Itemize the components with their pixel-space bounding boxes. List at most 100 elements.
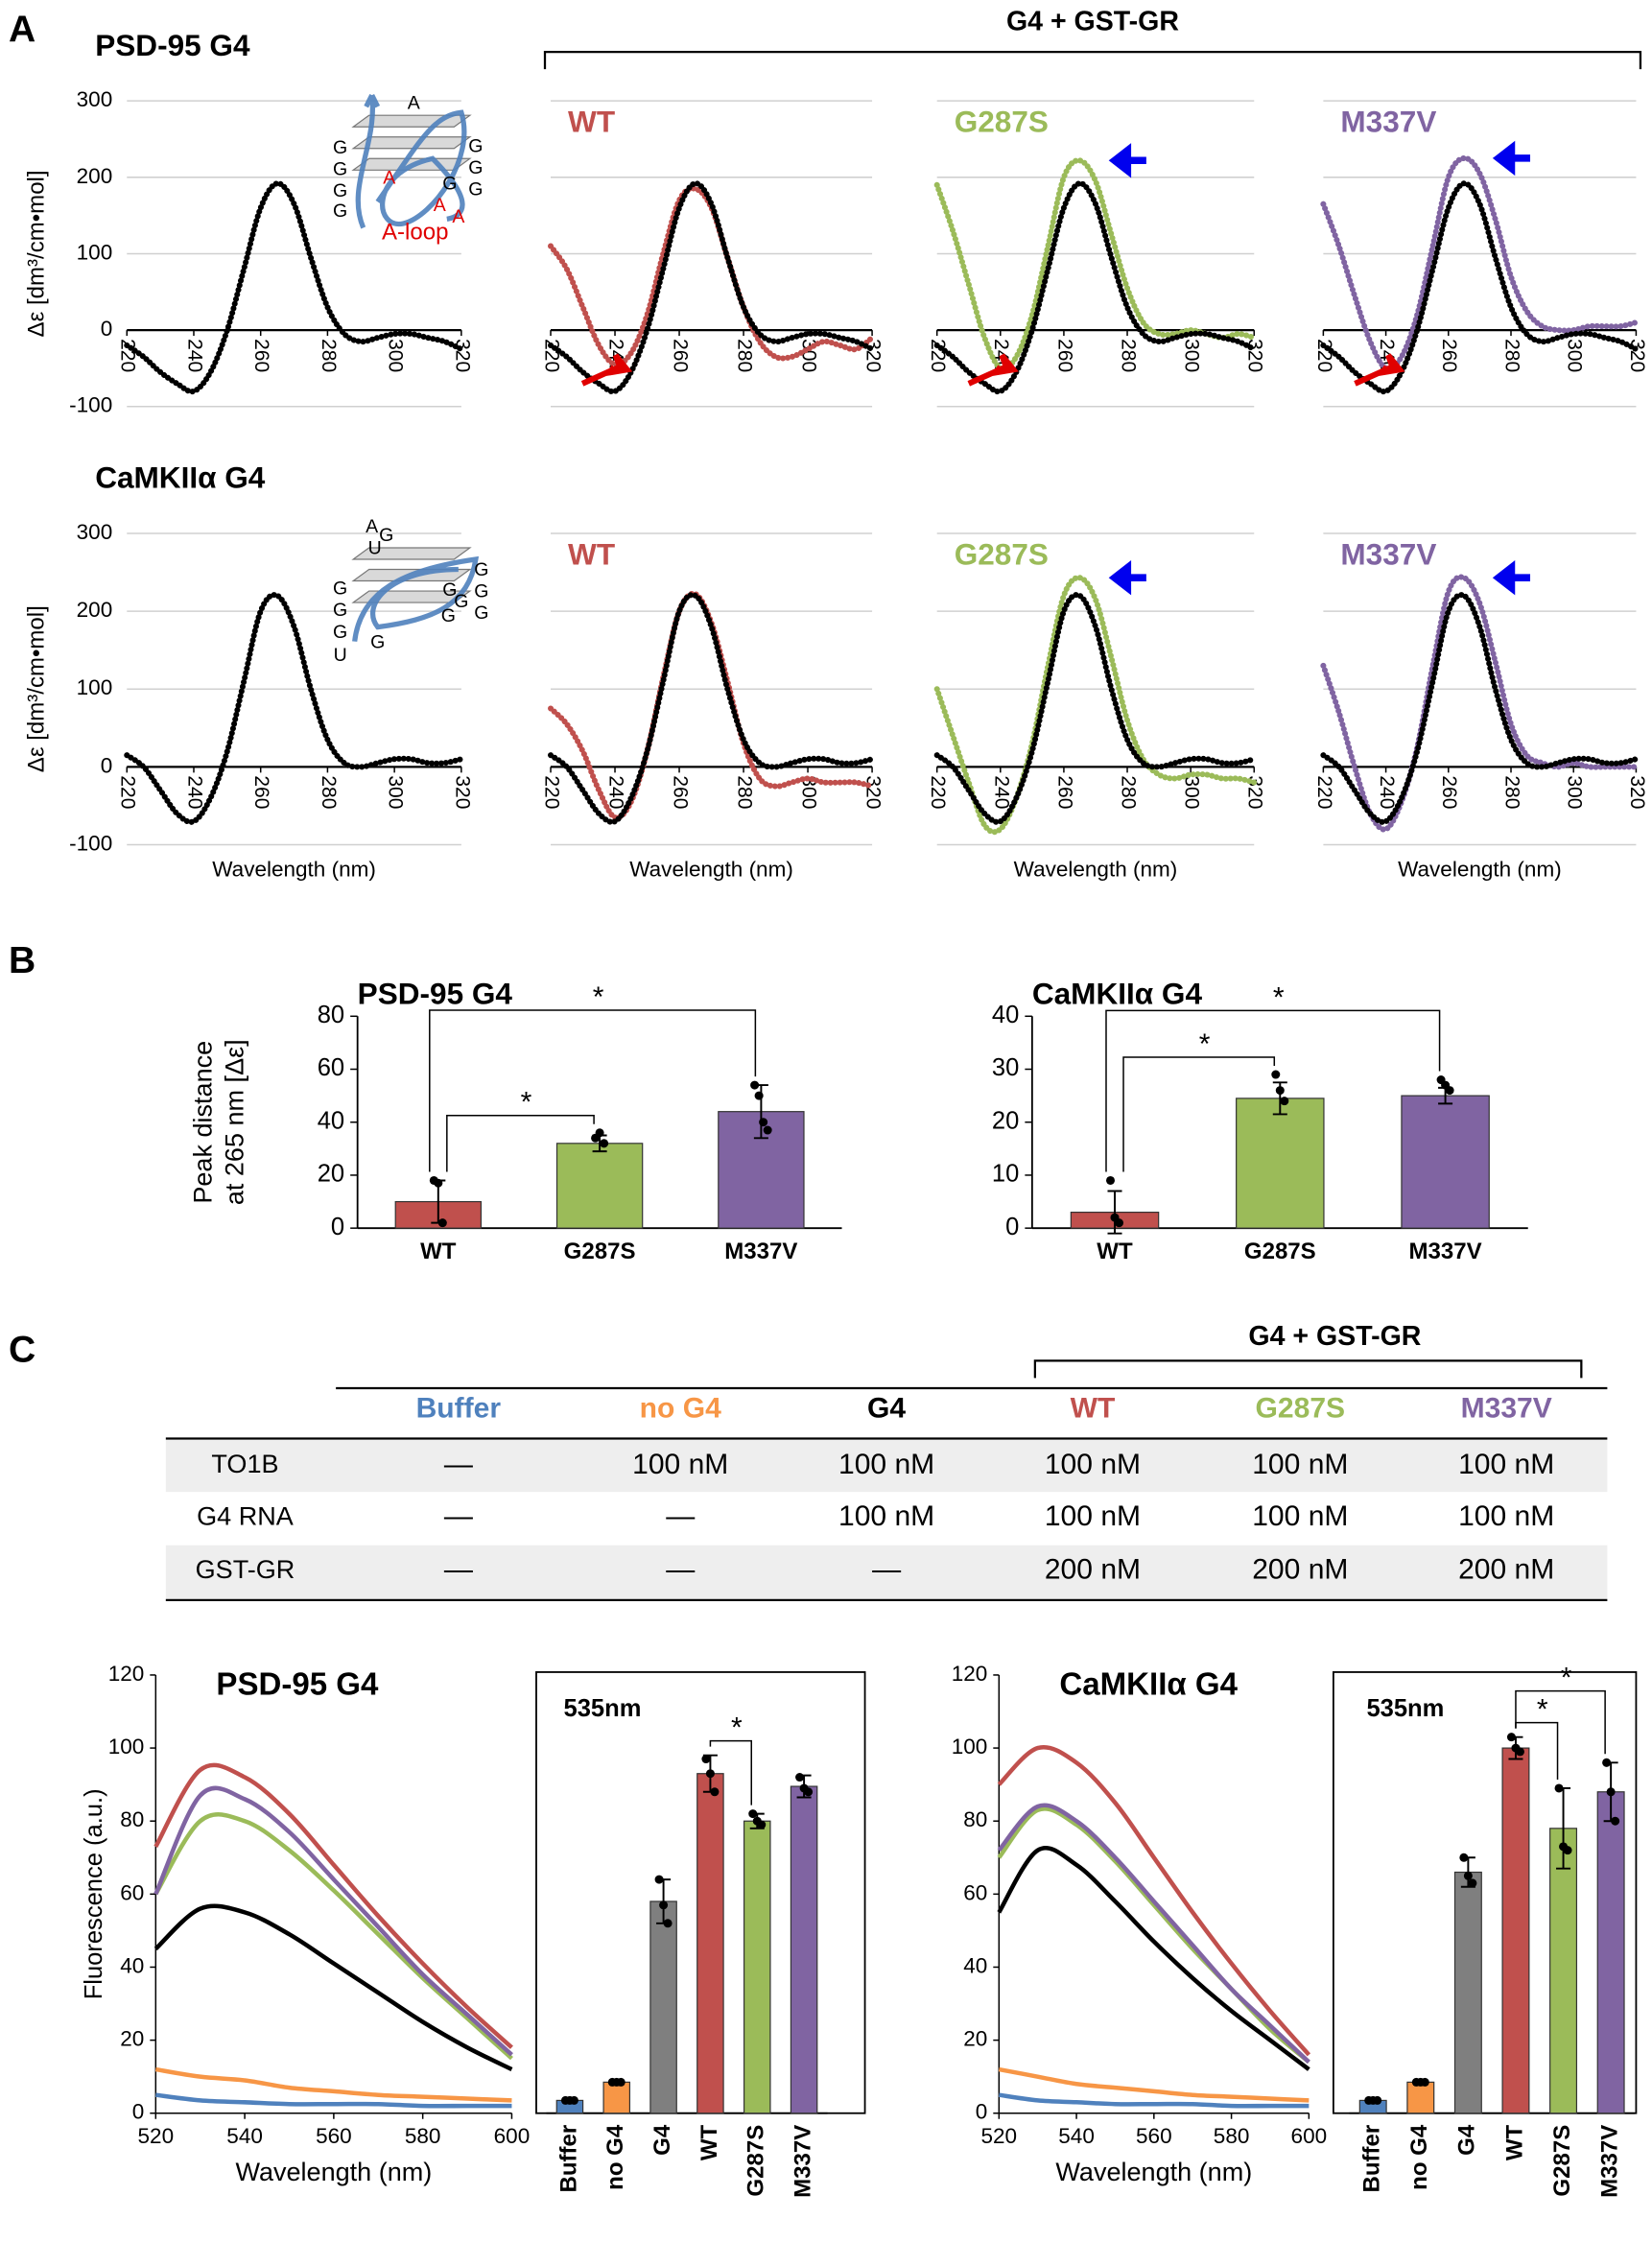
y-tick-label: 100: [77, 240, 113, 264]
y-tick-label: 80: [318, 1002, 344, 1028]
inset-label: A: [366, 516, 378, 537]
significance-bracket: [1515, 1689, 1606, 1755]
column-header: no G4: [640, 1392, 721, 1424]
inset-label: G: [333, 578, 347, 600]
y-tick-label: 200: [77, 598, 113, 622]
x-tick-label: 260: [1053, 775, 1075, 809]
y-tick-label: 20: [120, 2027, 144, 2051]
x-tick-label: no G4: [602, 2124, 628, 2190]
series-label: G287S: [955, 105, 1049, 139]
bar: [696, 1773, 724, 2114]
x-tick-label: 580: [1214, 2124, 1250, 2148]
x-tick-label: 280: [1117, 775, 1139, 809]
curve: [1320, 180, 1640, 395]
y-tick-label: 20: [992, 1107, 1019, 1134]
data-point: [1115, 1218, 1124, 1228]
x-tick-label: G4: [649, 2124, 675, 2156]
inset-label: G: [474, 581, 488, 602]
y-tick-label: 100: [952, 1735, 988, 1759]
x-tick-label: 300: [1564, 339, 1586, 372]
inset-label: G: [441, 605, 456, 626]
y-axis-label: Peak distance: [189, 1041, 218, 1204]
x-tick-label: G287S: [564, 1239, 636, 1264]
inset-label: A: [383, 167, 395, 188]
bracket-label: G4 + GST-GR: [1006, 7, 1179, 37]
data-point: [1459, 1853, 1469, 1862]
data-point: [748, 1809, 758, 1819]
row-shade: [165, 1440, 1608, 1493]
x-tick-label: Buffer: [1359, 2125, 1385, 2193]
y-tick-label: 0: [976, 2100, 988, 2124]
data-point: [659, 1900, 669, 1910]
significance-bracket: [1122, 1056, 1276, 1172]
red-arrow: [967, 353, 1019, 387]
curve: [997, 1745, 1311, 2057]
data-point: [754, 1091, 764, 1100]
significance-bracket: [429, 1009, 757, 1172]
inset-label: G: [474, 559, 488, 580]
series-label: G287S: [955, 536, 1049, 571]
bracket: [543, 50, 1642, 70]
chart-title: PSD-95 G4: [95, 28, 250, 62]
panel-label: B: [9, 940, 35, 981]
data-point: [1271, 1070, 1281, 1079]
bar: [1596, 1791, 1625, 2114]
inset-plane: [351, 136, 472, 150]
significance-bracket: [1105, 1009, 1441, 1172]
chart-title: CaMKIIα G4: [95, 460, 266, 495]
blue-arrow: [1108, 143, 1146, 178]
data-point: [710, 1787, 720, 1797]
bar: [555, 1143, 644, 1229]
chart-title: PSD-95 G4: [216, 1667, 379, 1703]
table-cell: 100 nM: [838, 1449, 934, 1480]
error-bar: [1107, 1190, 1122, 1235]
x-tick-label: M337V: [724, 1239, 797, 1264]
data-point: [654, 1875, 664, 1884]
bar: [1401, 1095, 1490, 1229]
curve: [1320, 574, 1640, 833]
curve: [155, 2092, 512, 2109]
inset-strand: [355, 93, 467, 229]
x-tick-label: 220: [117, 775, 139, 809]
curve: [154, 2066, 512, 2103]
x-tick-label: 560: [316, 2124, 352, 2148]
table-cell: 100 nM: [1458, 1449, 1554, 1480]
bar: [743, 1820, 771, 2114]
data-point: [1563, 1846, 1572, 1855]
x-tick-label: 320: [451, 775, 473, 809]
x-tick-label: 280: [733, 775, 755, 809]
curve: [1320, 592, 1640, 825]
bar: [1453, 1871, 1482, 2114]
curve: [997, 1846, 1310, 2071]
y-tick-label: -100: [69, 831, 112, 855]
y-tick-label: 120: [952, 1662, 988, 1686]
series-label: WT: [568, 105, 615, 139]
x-tick-label: 280: [1500, 339, 1522, 372]
table-cell: 100 nM: [1252, 1500, 1348, 1532]
x-tick-label: 260: [1438, 775, 1460, 809]
bar: [1501, 1747, 1530, 2114]
y-tick-label: 10: [992, 1161, 1019, 1188]
x-tick-label: 600: [494, 2124, 531, 2148]
data-point: [1506, 1733, 1516, 1742]
inset-label: G: [333, 622, 347, 643]
y-tick-label: 120: [108, 1662, 145, 1686]
x-tick-label: 300: [1564, 775, 1586, 809]
x-tick-label: no G4: [1406, 2124, 1432, 2190]
data-point: [1606, 1787, 1616, 1797]
y-tick-label: 80: [963, 1807, 987, 1831]
significance-label: *: [593, 981, 604, 1013]
chart-title: CaMKIIα G4: [1032, 977, 1203, 1011]
data-point: [750, 1080, 760, 1090]
inset-label: G: [468, 135, 483, 156]
x-tick-label: 520: [138, 2124, 175, 2148]
inset-label: A: [434, 195, 446, 216]
row-header: GST-GR: [196, 1555, 295, 1584]
inset-label: G: [379, 525, 393, 546]
inset-plane: [351, 547, 472, 560]
bar: [602, 2081, 631, 2114]
y-tick-label: -100: [69, 393, 112, 417]
y-tick-label: 0: [132, 2100, 145, 2124]
inset-label: G: [333, 201, 347, 222]
